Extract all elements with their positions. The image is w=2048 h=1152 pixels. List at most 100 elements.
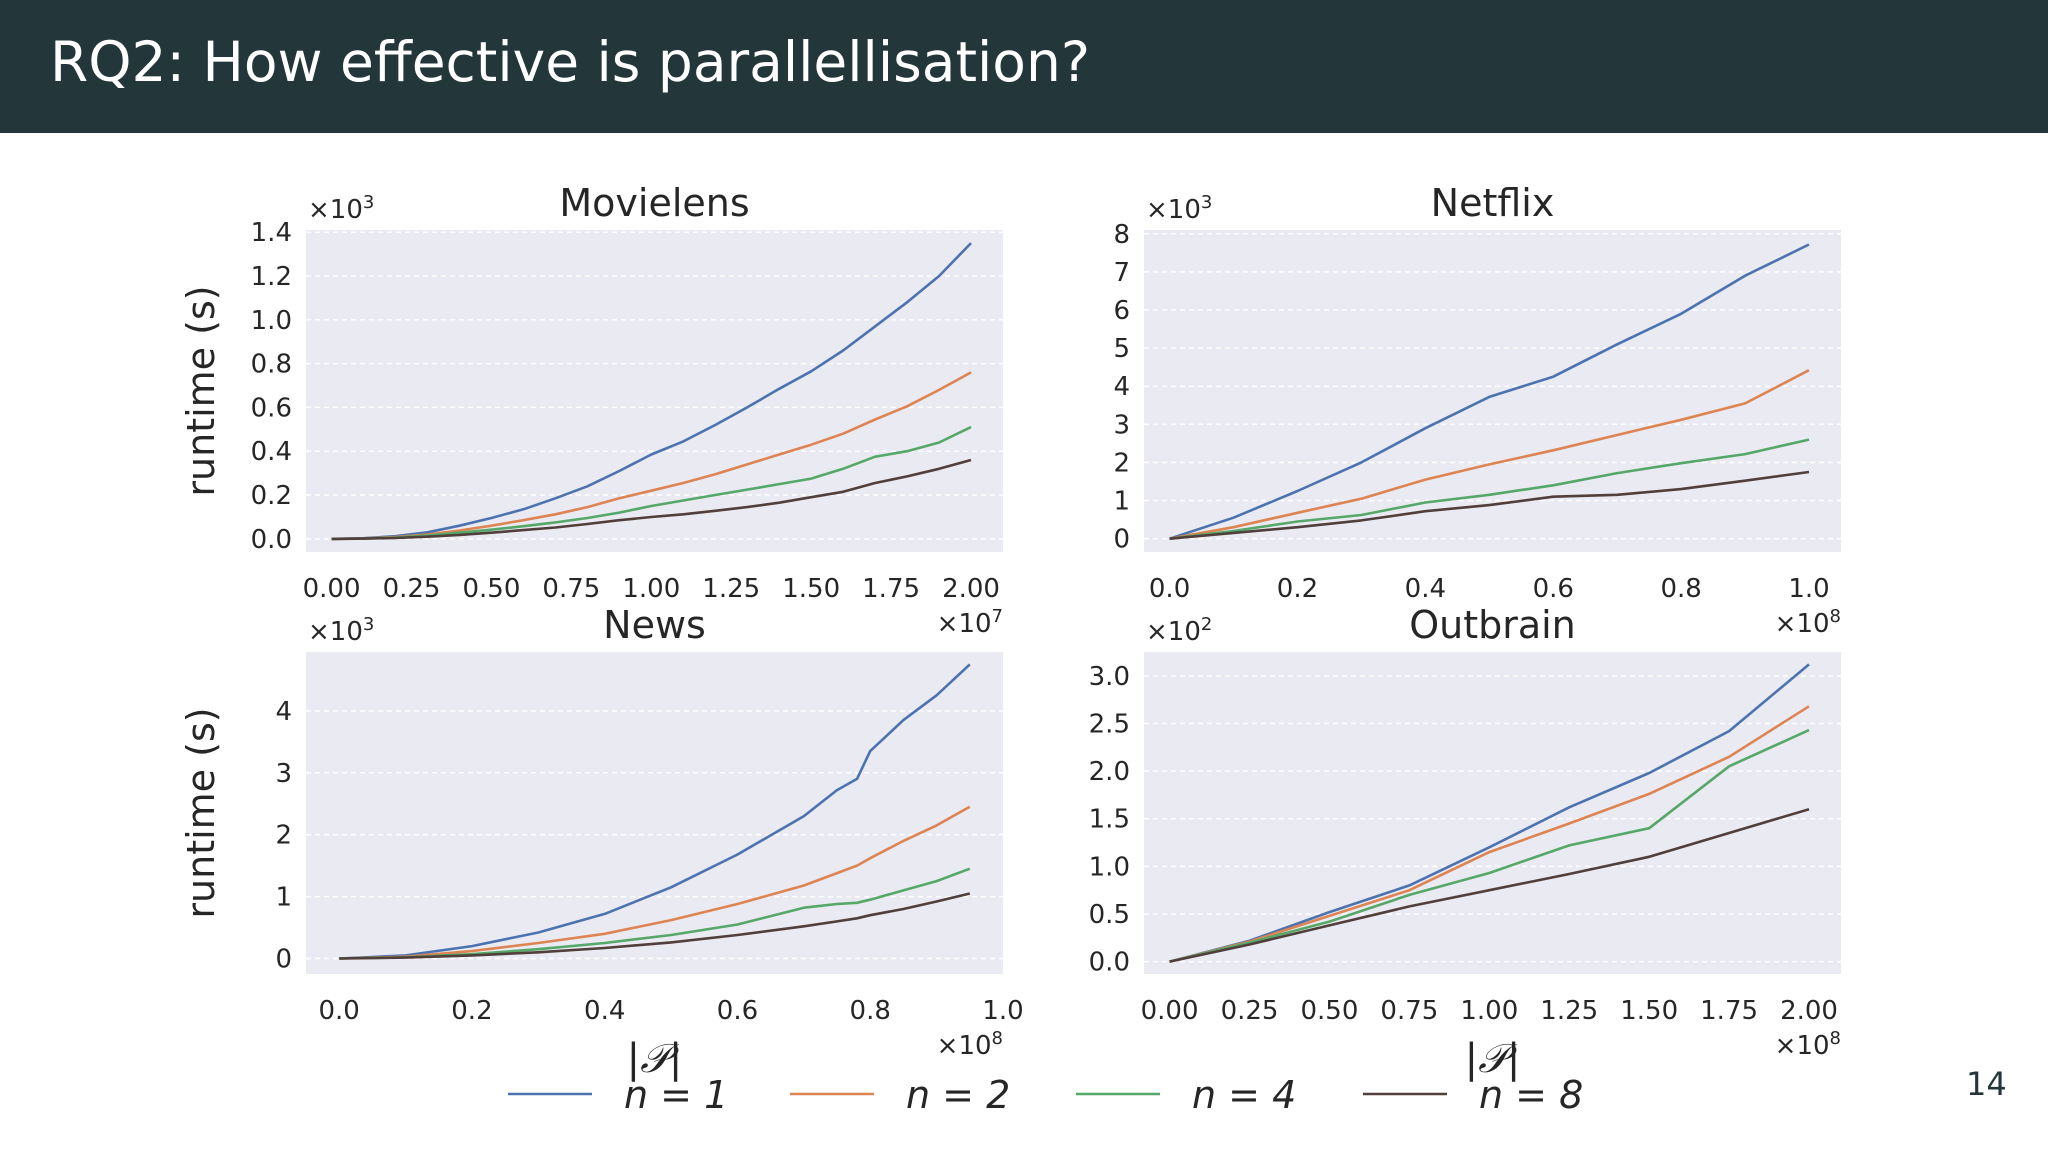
x-tick-label: 1.0	[1788, 574, 1829, 604]
y-tick-label: 0	[1113, 525, 1130, 555]
y-tick-label: 0.6	[251, 393, 292, 423]
x-tick-label: 0.6	[717, 996, 758, 1026]
series-line-n-4	[339, 867, 971, 960]
series-line-n-1	[1169, 663, 1810, 963]
plot-area	[1144, 652, 1841, 974]
x-tick-label: 1.0	[982, 996, 1023, 1026]
y-tick-label: 0.0	[1089, 948, 1130, 978]
x-tick-label: 0.75	[1380, 996, 1438, 1026]
x-tick-label: 0.25	[383, 574, 441, 604]
series-line-n-8	[1169, 470, 1810, 540]
y-tick-label: 2	[275, 821, 292, 851]
x-tick-label: 0.50	[1300, 996, 1358, 1026]
legend-label: n = 4	[1192, 1073, 1296, 1117]
y-tick-label: 7	[1113, 258, 1130, 288]
y-tick-label: 0.2	[251, 481, 292, 511]
series-line-n-8	[1169, 807, 1810, 963]
x-tick-label: 0.75	[542, 574, 600, 604]
series-line-n-4	[1169, 728, 1810, 963]
y-tick-label: 1.0	[251, 306, 292, 336]
chart-panel-outbrain: 0.0 0.5 1.0 1.5 2.0 2.5 3.0 0.00 0.25 0.50 0.75 1.0…	[1089, 603, 1841, 1082]
legend-label: n = 2	[906, 1073, 1010, 1117]
x-tick-label: 0.4	[584, 996, 625, 1026]
chart-title: News	[603, 603, 706, 647]
x-axis-multiplier: ×108	[937, 1028, 1003, 1061]
chart-panel-netflix: 0 1 2 3 4 5 6 7 8 0.0 0.2 0.4 0.6 0.8 1.0 Netflix ×103 ×1…	[1113, 181, 1841, 639]
x-tick-label: 0.00	[1141, 996, 1199, 1026]
x-tick-label: 0.2	[1277, 574, 1318, 604]
y-axis-label: runtime (s)	[179, 707, 223, 918]
series-line-n-2	[1169, 705, 1810, 963]
chart-panel-movielens: 0.0 0.2 0.4 0.6 0.8 1.0 1.2 1.4 0.00 0.25 0.50 0.75…	[179, 181, 1003, 639]
y-tick-label: 2.5	[1089, 709, 1130, 739]
series-line-n-2	[339, 805, 971, 960]
y-tick-label: 1.5	[1089, 805, 1130, 835]
x-tick-label: 0.0	[319, 996, 360, 1026]
x-axis-label: |𝒫|	[627, 1036, 683, 1082]
chart-panel-news: 0 1 2 3 4 0.0 0.2 0.4 0.6 0.8 1.0 News ×103 ×108 runti…	[179, 603, 1024, 1082]
series-line-n-8	[339, 892, 971, 960]
x-tick-label: 2.00	[942, 574, 1000, 604]
page-number: 14	[1966, 1065, 2007, 1103]
legend: n = 1 n = 2 n = 4 n = 8	[508, 1073, 1583, 1117]
y-axis-multiplier: ×103	[1146, 192, 1212, 225]
y-tick-label: 4	[1113, 372, 1130, 402]
y-axis-multiplier: ×103	[308, 614, 374, 647]
series-line-n-2	[1169, 369, 1810, 540]
y-tick-label: 0.0	[251, 525, 292, 555]
y-tick-label: 1.0	[1089, 852, 1130, 882]
y-tick-label: 3	[1113, 410, 1130, 440]
x-tick-label: 0.8	[1660, 574, 1701, 604]
x-axis-multiplier: ×108	[1775, 1028, 1841, 1061]
series-line-n-4	[331, 425, 972, 541]
y-tick-label: 0	[275, 945, 292, 975]
y-tick-label: 4	[275, 697, 292, 727]
series-line-n-1	[331, 242, 972, 541]
series-line-n-8	[331, 458, 972, 541]
y-tick-label: 0.5	[1089, 900, 1130, 930]
y-tick-label: 2	[1113, 448, 1130, 478]
x-tick-label: 1.50	[1620, 996, 1678, 1026]
series-line-n-4	[1169, 438, 1810, 540]
series-line-n-1	[339, 663, 971, 960]
plot-area	[306, 230, 1003, 552]
x-tick-label: 0.8	[850, 996, 891, 1026]
y-tick-label: 1	[275, 883, 292, 913]
x-tick-label: 0.0	[1149, 574, 1190, 604]
slide-title: RQ2: How effective is parallellisation?	[50, 30, 1091, 94]
y-tick-label: 6	[1113, 296, 1130, 326]
x-axis-multiplier: ×107	[937, 606, 1003, 639]
x-axis-multiplier: ×108	[1775, 606, 1841, 639]
y-tick-label: 5	[1113, 334, 1130, 364]
y-tick-label: 1.2	[251, 262, 292, 292]
x-axis-label: |𝒫|	[1465, 1036, 1521, 1082]
x-tick-label: 1.50	[782, 574, 840, 604]
x-tick-label: 1.75	[1700, 996, 1758, 1026]
x-tick-label: 2.00	[1780, 996, 1838, 1026]
x-tick-label: 1.00	[622, 574, 680, 604]
x-tick-label: 1.00	[1460, 996, 1518, 1026]
y-tick-label: 8	[1113, 220, 1130, 250]
x-tick-label: 1.25	[1540, 996, 1598, 1026]
plot-area	[306, 652, 1003, 974]
legend-label: n = 8	[1479, 1073, 1583, 1117]
series-line-n-2	[331, 371, 972, 541]
chart-title: Netflix	[1431, 181, 1555, 225]
y-axis-multiplier: ×103	[308, 192, 374, 225]
legend-label: n = 1	[624, 1073, 728, 1117]
plot-area	[1144, 230, 1841, 552]
slide-header: RQ2: How effective is parallellisation?	[0, 0, 2048, 133]
x-tick-label: 1.75	[862, 574, 920, 604]
y-axis-label: runtime (s)	[179, 285, 223, 496]
x-tick-label: 0.6	[1533, 574, 1574, 604]
x-tick-label: 0.2	[451, 996, 492, 1026]
y-tick-label: 3.0	[1089, 662, 1130, 692]
x-tick-label: 0.00	[303, 574, 361, 604]
y-tick-label: 3	[275, 759, 292, 789]
series-line-n-1	[1169, 243, 1810, 540]
y-tick-label: 1	[1113, 487, 1130, 517]
x-tick-label: 0.50	[462, 574, 520, 604]
y-tick-label: 0.4	[251, 437, 292, 467]
y-tick-label: 0.8	[251, 350, 292, 380]
